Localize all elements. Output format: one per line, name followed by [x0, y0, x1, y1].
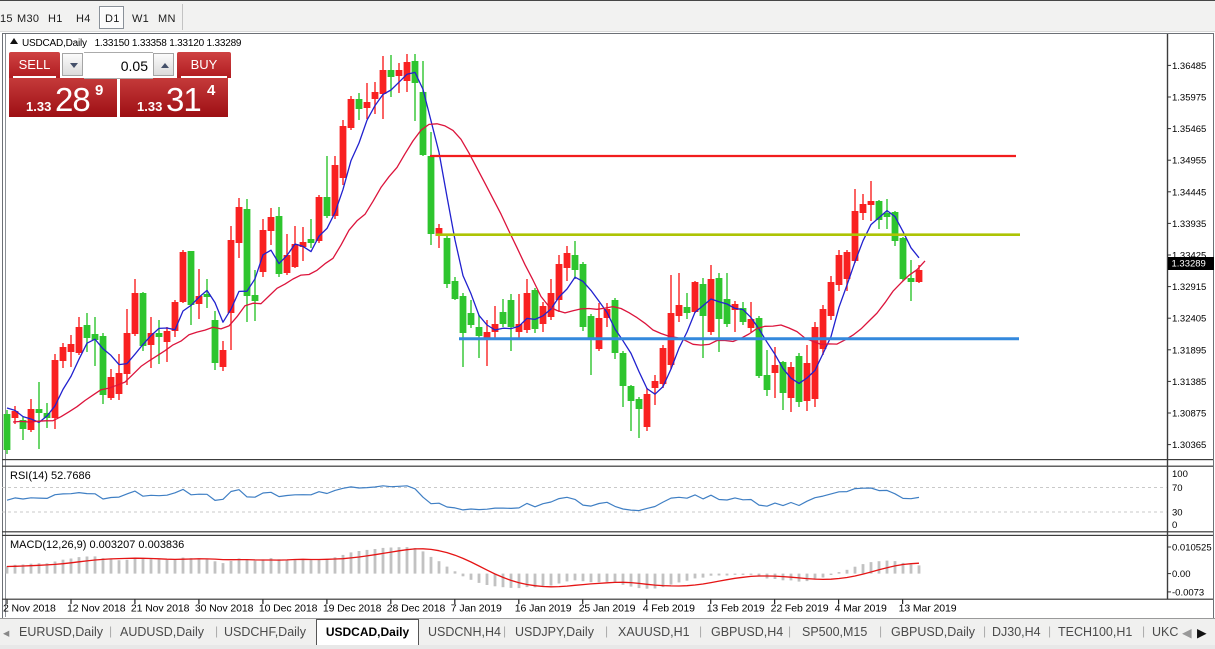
svg-text:13 Mar 2019: 13 Mar 2019 [899, 603, 957, 615]
svg-text:1.30875: 1.30875 [1172, 409, 1206, 420]
svg-text:1.30365: 1.30365 [1172, 440, 1206, 451]
svg-text:1.32915: 1.32915 [1172, 282, 1206, 293]
svg-text:1.35465: 1.35465 [1172, 124, 1206, 135]
svg-text:1.35975: 1.35975 [1172, 93, 1206, 104]
svg-text:0.00: 0.00 [1172, 569, 1191, 580]
svg-text:21 Nov 2018: 21 Nov 2018 [131, 603, 190, 615]
svg-text:1.33425: 1.33425 [1172, 251, 1206, 262]
svg-text:30: 30 [1172, 508, 1183, 519]
svg-text:70: 70 [1172, 483, 1183, 494]
svg-text:0: 0 [1172, 520, 1177, 531]
svg-text:1.31895: 1.31895 [1172, 345, 1206, 356]
svg-text:7 Jan 2019: 7 Jan 2019 [451, 603, 502, 615]
svg-text:28 Dec 2018: 28 Dec 2018 [387, 603, 446, 615]
svg-text:2 Nov 2018: 2 Nov 2018 [3, 603, 56, 615]
svg-text:19 Dec 2018: 19 Dec 2018 [323, 603, 382, 615]
svg-text:16 Jan 2019: 16 Jan 2019 [515, 603, 572, 615]
svg-text:1.33935: 1.33935 [1172, 219, 1206, 230]
svg-text:4 Mar 2019: 4 Mar 2019 [835, 603, 887, 615]
svg-text:1.32405: 1.32405 [1172, 314, 1206, 325]
svg-text:1.34955: 1.34955 [1172, 156, 1206, 167]
svg-text:22 Feb 2019: 22 Feb 2019 [771, 603, 829, 615]
svg-text:1.33289: 1.33289 [1172, 259, 1206, 270]
svg-text:12 Nov 2018: 12 Nov 2018 [67, 603, 126, 615]
svg-text:25 Jan 2019: 25 Jan 2019 [579, 603, 636, 615]
svg-text:13 Feb 2019: 13 Feb 2019 [707, 603, 765, 615]
svg-text:1.36485: 1.36485 [1172, 61, 1206, 72]
svg-text:100: 100 [1172, 469, 1188, 480]
svg-text:30 Nov 2018: 30 Nov 2018 [195, 603, 254, 615]
svg-text:0.010525: 0.010525 [1172, 543, 1212, 554]
svg-text:-0.0073: -0.0073 [1172, 587, 1204, 598]
svg-text:10 Dec 2018: 10 Dec 2018 [259, 603, 318, 615]
svg-text:1.34445: 1.34445 [1172, 187, 1206, 198]
svg-text:1.31385: 1.31385 [1172, 377, 1206, 388]
svg-text:4 Feb 2019: 4 Feb 2019 [643, 603, 695, 615]
